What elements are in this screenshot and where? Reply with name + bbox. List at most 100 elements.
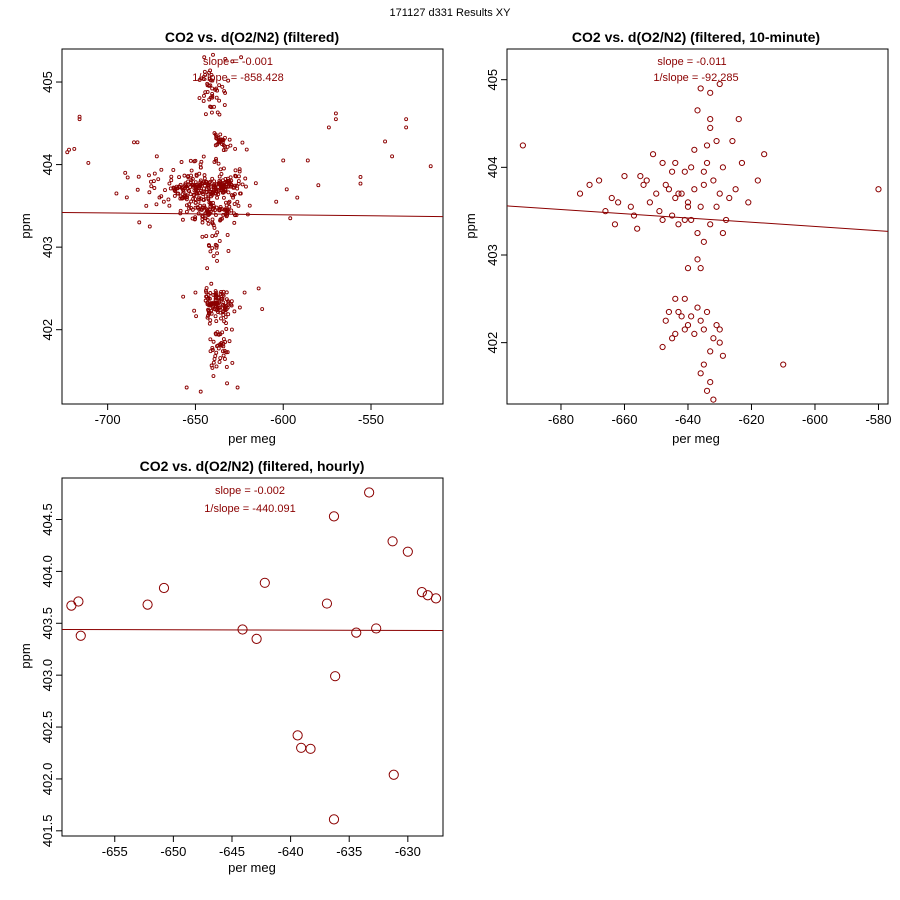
x-tick-label: -680 [548,412,574,427]
data-point [210,92,215,96]
data-point [213,143,218,148]
data-point [586,181,593,188]
data-point [211,374,216,378]
data-point [203,112,208,117]
data-point [205,218,210,223]
data-point [201,99,206,103]
data-point [198,178,203,183]
data-point [215,195,220,200]
data-point [653,190,660,197]
data-point [132,140,136,145]
panel-ten-minute-plot-area [506,48,889,405]
y-tick-label: 405 [40,71,55,93]
data-point [205,300,210,305]
data-point [669,168,676,175]
x-tick-label: -600 [802,412,828,427]
x-tick-label: -580 [865,412,891,427]
data-point [209,110,214,115]
data-point [206,293,211,297]
data-point [174,186,179,191]
data-point [135,140,140,145]
data-point [203,90,208,95]
data-point [684,322,692,329]
data-point [202,93,206,98]
data-point [210,86,215,91]
data-point [387,536,398,547]
data-point [194,314,199,319]
data-point [229,303,234,308]
data-point [235,186,240,191]
data-point [210,246,215,250]
data-point [184,385,189,390]
data-point [179,196,184,200]
plot-frame [506,48,889,405]
data-point [691,186,698,193]
panel-raw-plot-area [61,48,444,405]
data-point [206,309,211,313]
data-point [156,177,161,182]
y-tick-label: 403 [485,244,500,266]
data-point [186,174,190,179]
data-point [204,286,209,290]
data-point [206,185,211,190]
panel-hourly-title: CO2 vs. d(O2/N2) (filtered, hourly) [140,458,365,474]
data-point [214,213,218,217]
data-point [231,193,236,198]
data-point [211,223,216,228]
data-point [694,304,701,311]
data-point [216,185,220,190]
data-point [404,125,409,130]
data-point [215,88,220,93]
data-point [211,292,216,297]
data-point [218,342,223,346]
data-point [230,59,235,64]
data-point [206,243,211,247]
data-point [732,186,739,193]
data-point [202,173,207,178]
data-point [700,181,707,188]
data-point [697,370,704,377]
data-point [124,195,129,200]
data-point [210,176,215,181]
data-point [207,189,212,194]
data-point [218,167,223,172]
plot-frame [61,477,444,837]
data-point [189,178,194,183]
y-tick-label: 403.0 [40,659,55,692]
data-point [630,212,638,219]
x-tick-label: -635 [336,844,362,859]
data-point [182,173,187,178]
data-point [75,630,86,641]
data-point [210,95,215,100]
data-point [66,600,77,611]
data-point [190,207,195,212]
data-point [198,389,203,394]
plot-frame [61,48,444,405]
data-point [333,117,338,122]
data-point [208,249,213,254]
data-point [197,207,202,212]
data-point [232,202,237,206]
x-tick-label: -655 [102,844,128,859]
data-point [219,316,223,321]
data-point [157,195,162,200]
data-point [225,207,230,212]
y-tick-label: 401.5 [40,815,55,848]
panel-hourly-y-axis: 401.5 402.0 402.5 403.0 403.5 404.0 404.5 [40,503,62,847]
data-point [225,381,229,386]
data-point [221,302,225,307]
data-point [256,286,261,291]
data-point [168,186,173,191]
y-tick-label: 403 [40,236,55,258]
data-point [179,160,184,164]
data-point [227,179,232,184]
data-point [229,182,234,187]
data-point [697,203,704,210]
data-point [675,308,682,316]
data-point [210,365,215,370]
data-point [216,161,221,166]
data-point [221,212,226,217]
data-point [223,147,228,152]
data-point [659,159,666,167]
panel-raw-y-axis: 402 403 404 405 [40,71,62,341]
